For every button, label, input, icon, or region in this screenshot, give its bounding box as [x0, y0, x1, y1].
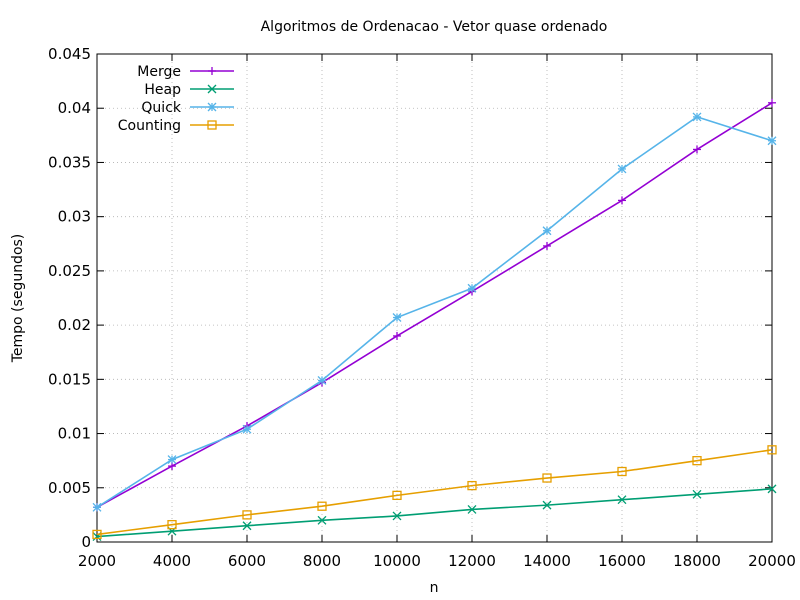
data-point — [392, 490, 402, 501]
chart-title: Algoritmos de Ordenacao - Vetor quase or… — [261, 19, 608, 35]
data-point — [617, 466, 627, 477]
x-tick-label: 14000 — [523, 552, 571, 570]
series-line — [96, 449, 773, 536]
data-point — [467, 505, 477, 514]
x-tick-label: 16000 — [598, 552, 646, 570]
data-point — [767, 484, 777, 494]
data-point — [392, 313, 402, 322]
x-tick-label: 10000 — [373, 552, 421, 570]
data-point — [693, 145, 701, 154]
legend-label: Heap — [144, 82, 181, 98]
data-point — [618, 196, 626, 205]
data-point — [542, 500, 552, 510]
y-tick-label: 0 — [81, 533, 91, 551]
x-tick-label: 4000 — [153, 552, 191, 570]
x-tick-label: 6000 — [228, 552, 266, 570]
data-point — [242, 424, 252, 434]
data-point — [692, 456, 702, 466]
data-point — [767, 136, 777, 146]
data-point — [617, 164, 627, 174]
x-tick-label: 18000 — [673, 552, 721, 570]
y-tick-label: 0.04 — [58, 99, 91, 117]
data-point — [167, 455, 177, 465]
data-point — [207, 120, 217, 130]
data-point — [768, 98, 776, 107]
series-heap — [92, 484, 777, 542]
data-point — [692, 112, 702, 122]
series-line — [96, 488, 773, 538]
legend-entry-quick: Quick — [141, 100, 234, 116]
data-point — [767, 445, 777, 455]
data-point — [617, 495, 627, 505]
x-tick-label: 2000 — [78, 552, 116, 570]
legend-entry-heap: Heap — [144, 82, 234, 98]
x-tick-label: 8000 — [303, 552, 341, 570]
data-point — [207, 84, 217, 94]
data-point — [92, 502, 102, 512]
legend: Merge Heap Quick Counting — [118, 64, 234, 134]
series-line — [96, 102, 773, 508]
data-point — [242, 521, 252, 531]
y-tick-label: 0.035 — [48, 153, 91, 171]
grid — [97, 54, 772, 542]
y-tick-label: 0.025 — [48, 262, 91, 280]
x-axis-label: n — [430, 580, 439, 596]
data-point — [207, 102, 217, 112]
data-point — [317, 375, 327, 385]
series-quick — [92, 112, 777, 512]
y-tick-label: 0.045 — [48, 45, 91, 63]
y-tick-label: 0.005 — [48, 479, 91, 497]
legend-label: Counting — [118, 118, 181, 134]
data-point — [92, 529, 102, 540]
data-point — [467, 283, 477, 293]
series-line — [96, 116, 773, 508]
data-point — [317, 501, 327, 511]
data-point — [242, 510, 252, 520]
x-tick-label: 12000 — [448, 552, 496, 570]
legend-label: Quick — [141, 100, 181, 116]
data-point — [543, 241, 551, 250]
data-point — [392, 511, 402, 521]
data-point — [208, 67, 216, 75]
legend-entry-merge: Merge — [137, 64, 234, 80]
y-tick-label: 0.015 — [48, 370, 91, 388]
y-axis-label: Tempo (segundos) — [10, 234, 26, 364]
data-point — [692, 489, 702, 499]
data-point — [167, 519, 177, 530]
y-tick-label: 0.01 — [58, 425, 91, 443]
legend-label: Merge — [137, 64, 181, 80]
series — [92, 98, 777, 542]
data-point — [542, 473, 552, 483]
x-tick-label: 20000 — [748, 552, 796, 570]
y-tick-label: 0.02 — [58, 316, 91, 334]
data-point — [317, 515, 327, 525]
data-point — [393, 331, 401, 340]
series-counting — [92, 445, 777, 540]
data-point — [467, 480, 477, 491]
axis-ticks: 0 0.005 0.01 0.015 0.02 0.025 0.03 0.035 0.04 0.0… — [48, 45, 796, 570]
legend-entry-counting: Counting — [118, 118, 234, 134]
data-point — [542, 226, 552, 236]
y-tick-label: 0.03 — [58, 208, 91, 226]
plot-frame — [96, 53, 773, 543]
